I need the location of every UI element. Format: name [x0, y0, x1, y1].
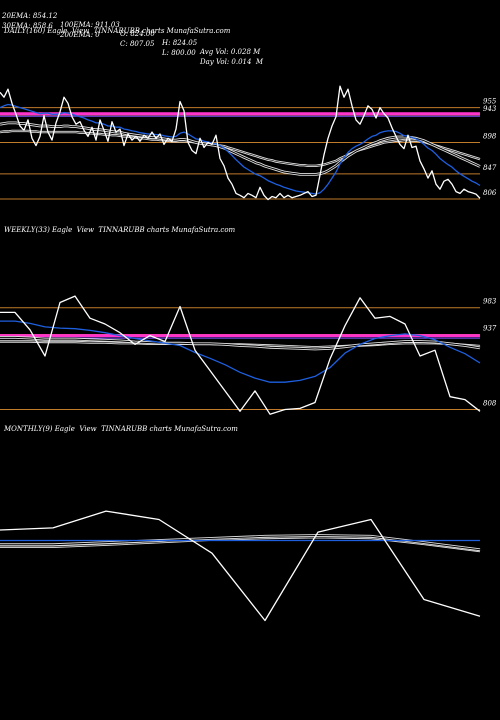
avg-vol-value: Avg Vol: 0.028 M	[200, 48, 261, 56]
level-label: 943	[483, 105, 497, 113]
high-value: H: 824.05	[162, 39, 198, 47]
level-label: 847	[483, 164, 497, 172]
ema-grey-line-inner	[0, 122, 481, 175]
header-row-1: 20EMA: 854.12 100EMA: 911.03 O: 824.00 H…	[2, 3, 260, 57]
violet-level-line	[0, 115, 480, 117]
pink-level-band	[0, 334, 480, 338]
price-line	[0, 85, 481, 201]
day-vol-value: Day Vol: 0.014 M	[200, 58, 264, 66]
ema20-value: 20EMA: 854.12	[2, 12, 58, 20]
open-value: O: 824.00	[120, 30, 155, 38]
violet-level-line	[0, 337, 480, 339]
price-line	[0, 510, 481, 622]
close-value: C: 807.05	[120, 40, 155, 48]
ema-grey-line-inner	[0, 336, 481, 350]
pink-level-band	[0, 112, 480, 116]
monthly-panel-title: MONTHLY(9) Eagle View TINNARUBB charts M…	[4, 425, 238, 433]
ema-blue-line	[0, 320, 481, 383]
level-label: 937	[483, 324, 497, 332]
ema-blue-line	[0, 103, 481, 195]
ema200-value: 200EMA: 0	[60, 31, 100, 39]
level-label: 808	[483, 400, 497, 408]
price-line	[0, 295, 481, 415]
ema-grey-line-outline	[0, 121, 481, 176]
level-label: 806	[483, 189, 497, 197]
ema100-value: 100EMA: 911.03	[60, 21, 120, 29]
daily-panel-title: DAILY(160) Eagle View TINNARUBB charts M…	[4, 27, 231, 35]
weekly-panel-title: WEEKLY(33) Eagle View TINNARUBB charts M…	[4, 226, 236, 234]
low-value: L: 800.00	[162, 49, 196, 57]
level-label: 898	[483, 133, 497, 141]
level-label: 955	[483, 98, 497, 106]
ema-grey2-line-inner	[0, 130, 481, 167]
monthly-chart	[0, 510, 481, 622]
weekly-chart: 983 937 808	[0, 295, 497, 415]
level-label: 983	[483, 298, 497, 306]
ema-grey-line-inner	[0, 534, 481, 551]
ema30-value: 30EMA: 858.6	[2, 22, 53, 30]
header-row-2: 30EMA: 858.6 200EMA: 0 C: 807.05 L: 800.…	[2, 13, 263, 67]
